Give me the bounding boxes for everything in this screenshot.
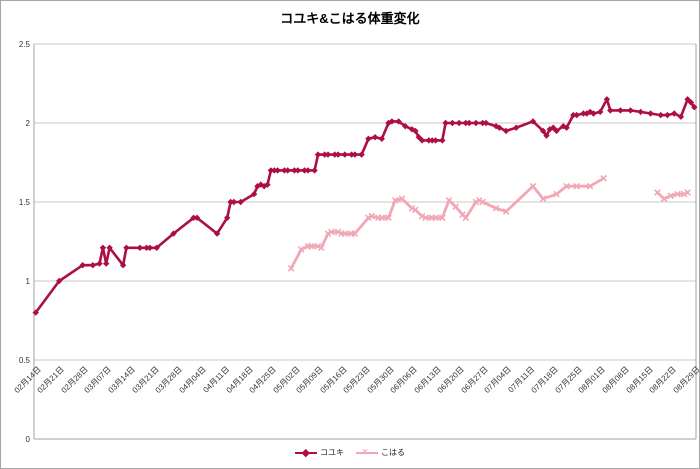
y-axis-label: 1.5: [18, 197, 30, 207]
y-axis-label: 2.5: [18, 39, 30, 49]
plot-frame: [33, 44, 697, 440]
legend-label-koyuki: コユキ: [320, 448, 344, 457]
koyuki-line-diamond-marker-icon: [295, 448, 317, 457]
legend-label-koharu: こはる: [381, 448, 405, 457]
y-axis-label: 0: [25, 434, 30, 444]
series-koharu: [287, 174, 691, 272]
legend-item-koyuki: コユキ: [295, 447, 344, 458]
legend-item-koharu: × こはる: [356, 447, 405, 458]
plot-area: [32, 43, 698, 440]
y-axis-label: 1: [25, 276, 30, 286]
x-markers: [287, 174, 691, 272]
y-axis-label: 0.5: [18, 355, 30, 365]
legend: コユキ × こはる: [1, 447, 699, 458]
chart-title: コユキ&こはる体重変化: [280, 11, 420, 26]
y-axis-label: 2: [25, 118, 30, 128]
diamond-markers: [32, 96, 698, 316]
koharu-line-x-marker-icon: ×: [356, 447, 378, 458]
series-koyuki: [32, 96, 698, 316]
